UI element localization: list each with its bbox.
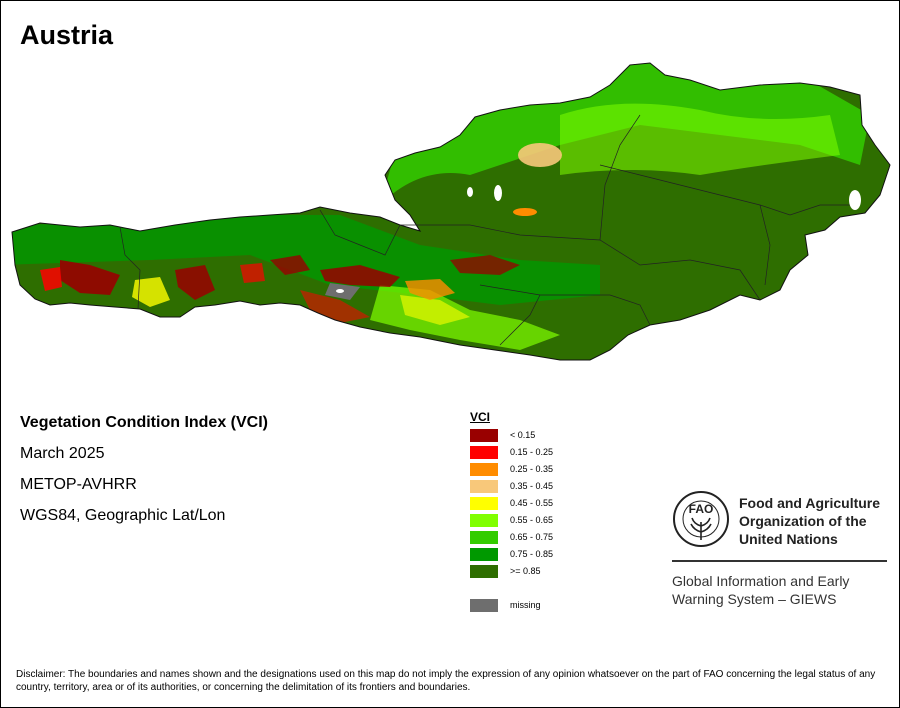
giews-line: Warning System – GIEWS bbox=[672, 591, 837, 607]
legend-item-missing: missing bbox=[470, 597, 541, 614]
legend-label: >= 0.85 bbox=[510, 566, 541, 576]
legend-label: 0.55 - 0.65 bbox=[510, 515, 554, 525]
projection-info: WGS84, Geographic Lat/Lon bbox=[20, 507, 226, 524]
svg-text:FAO: FAO bbox=[689, 502, 714, 516]
legend-item: >= 0.85 bbox=[470, 563, 541, 580]
legend-swatch bbox=[470, 446, 498, 459]
legend-swatch bbox=[470, 497, 498, 510]
disclaimer: Disclaimer: The boundaries and names sho… bbox=[16, 669, 876, 693]
map-title: Austria bbox=[20, 20, 114, 50]
legend-swatch bbox=[470, 463, 498, 476]
map-date: March 2025 bbox=[20, 445, 105, 462]
legend-item: 0.35 - 0.45 bbox=[470, 478, 553, 495]
vci-map bbox=[11, 62, 891, 361]
legend-swatch bbox=[470, 531, 498, 544]
legend-item: 0.65 - 0.75 bbox=[470, 529, 553, 546]
legend-classes: < 0.15 0.15 - 0.25 0.25 - 0.35 0.35 - 0.45 0… bbox=[470, 427, 553, 580]
legend-item: 0.25 - 0.35 bbox=[470, 461, 553, 478]
giews-line: Global Information and Early bbox=[672, 573, 850, 589]
index-name: Vegetation Condition Index (VCI) bbox=[20, 414, 268, 431]
legend-label-missing: missing bbox=[510, 600, 541, 610]
giews-name: Global Information and Early Warning Sys… bbox=[672, 572, 849, 608]
legend-label: 0.25 - 0.35 bbox=[510, 464, 554, 474]
legend-label: 0.35 - 0.45 bbox=[510, 481, 554, 491]
legend-swatch bbox=[470, 565, 498, 578]
legend-item: 0.55 - 0.65 bbox=[470, 512, 553, 529]
legend-item: 0.45 - 0.55 bbox=[470, 495, 553, 512]
legend: VCI < 0.15 0.15 - 0.25 0.25 - 0.35 0.35 - 0… bbox=[470, 410, 553, 614]
legend-label: < 0.15 bbox=[510, 430, 536, 440]
legend-swatch bbox=[470, 548, 498, 561]
legend-swatch bbox=[470, 429, 498, 442]
sensor-name: METOP-AVHRR bbox=[20, 476, 137, 493]
legend-label: 0.75 - 0.85 bbox=[510, 549, 554, 559]
divider bbox=[672, 560, 887, 562]
legend-swatch bbox=[470, 514, 498, 527]
org-name-line: United Nations bbox=[739, 531, 838, 547]
fao-logo-icon: FAO bbox=[673, 491, 729, 547]
legend-title: VCI bbox=[470, 410, 491, 424]
legend-swatch-missing bbox=[470, 599, 498, 612]
org-name: Food and Agriculture Organization of the… bbox=[739, 494, 880, 548]
legend-label: 0.45 - 0.55 bbox=[510, 498, 554, 508]
legend-item: 0.15 - 0.25 bbox=[470, 444, 553, 461]
legend-item: < 0.15 bbox=[470, 427, 535, 444]
legend-label: 0.65 - 0.75 bbox=[510, 532, 554, 542]
org-name-line: Food and Agriculture bbox=[739, 495, 881, 511]
legend-item: 0.75 - 0.85 bbox=[470, 546, 553, 563]
legend-label: 0.15 - 0.25 bbox=[510, 447, 554, 457]
legend-swatch bbox=[470, 480, 498, 493]
org-name-line: Organization of the bbox=[739, 513, 867, 529]
